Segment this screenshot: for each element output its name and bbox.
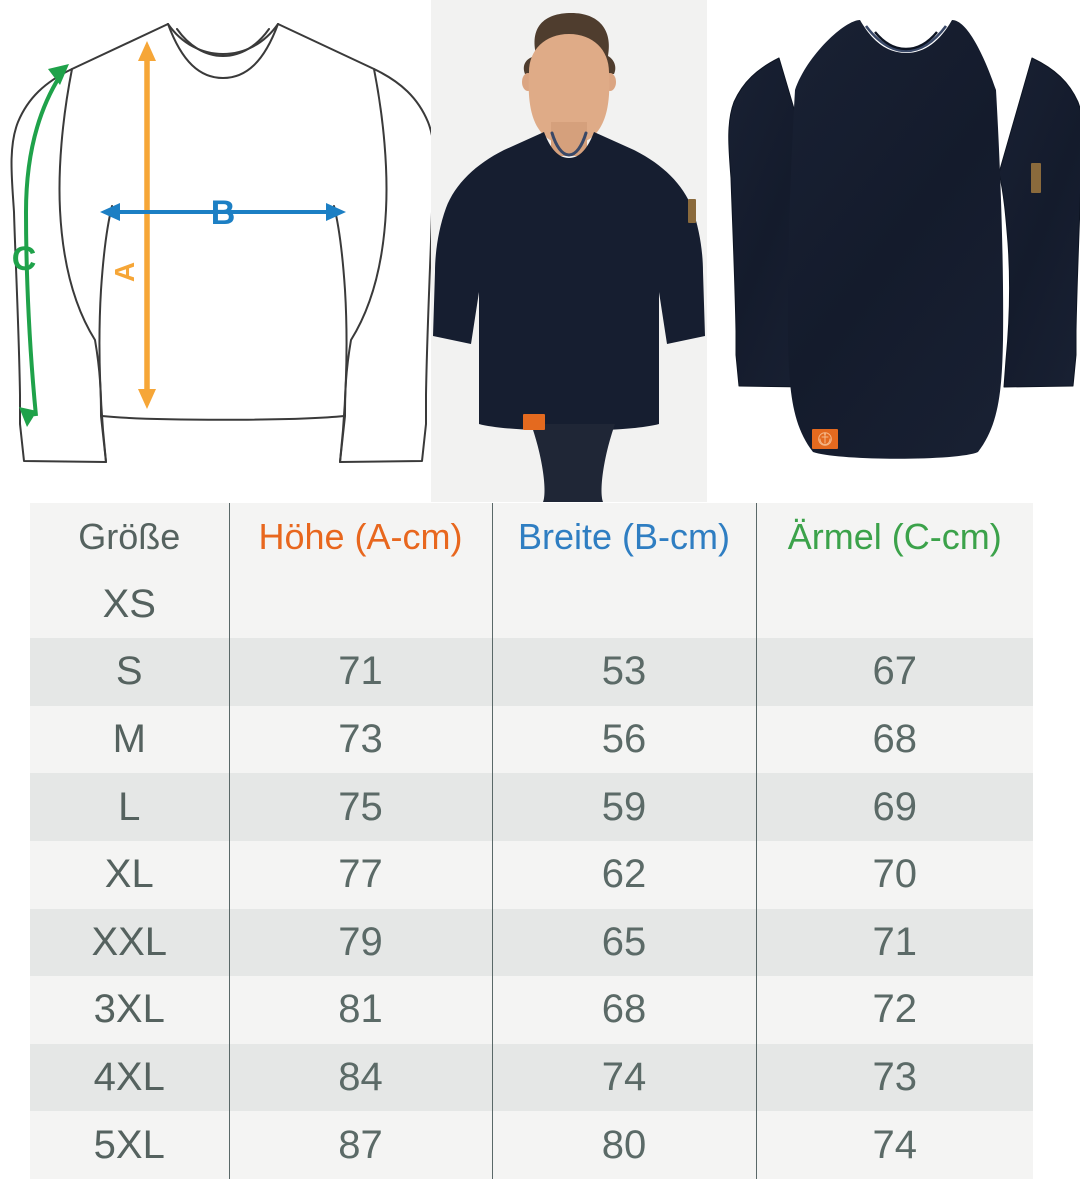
svg-text:A: A <box>109 262 140 282</box>
svg-text:B: B <box>211 194 236 232</box>
svg-text:C: C <box>12 240 37 278</box>
